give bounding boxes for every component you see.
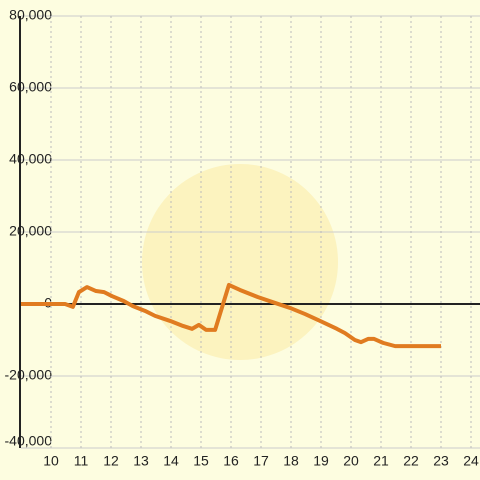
x-tick-label: 19 [313,453,329,469]
x-tick-label: 15 [193,453,209,469]
x-tick-label: 24 [463,453,479,469]
x-tick-label: 21 [373,453,389,469]
x-tick-label: 14 [163,453,179,469]
y-tick-label: 40,000 [9,151,52,167]
x-tick-label: 11 [74,453,89,469]
x-tick-label: 17 [253,453,269,469]
x-tick-label: 16 [223,453,239,469]
x-tick-label: 10 [43,453,59,469]
x-tick-label: 12 [103,453,119,469]
watermark [142,164,338,360]
y-tick-label: -20,000 [5,367,53,383]
y-tick-label: 80,000 [9,7,52,23]
line [21,282,441,349]
y-tick-label: 20,000 [9,223,52,239]
x-tick-label: 13 [133,453,149,469]
x-tick-label: 20 [343,453,359,469]
x-tick-label: 22 [403,453,419,469]
y-tick-label: -40,000 [5,433,53,449]
x-tick-label: 23 [433,453,449,469]
y-tick-label: 60,000 [9,79,52,95]
x-tick-label: 18 [283,453,299,469]
